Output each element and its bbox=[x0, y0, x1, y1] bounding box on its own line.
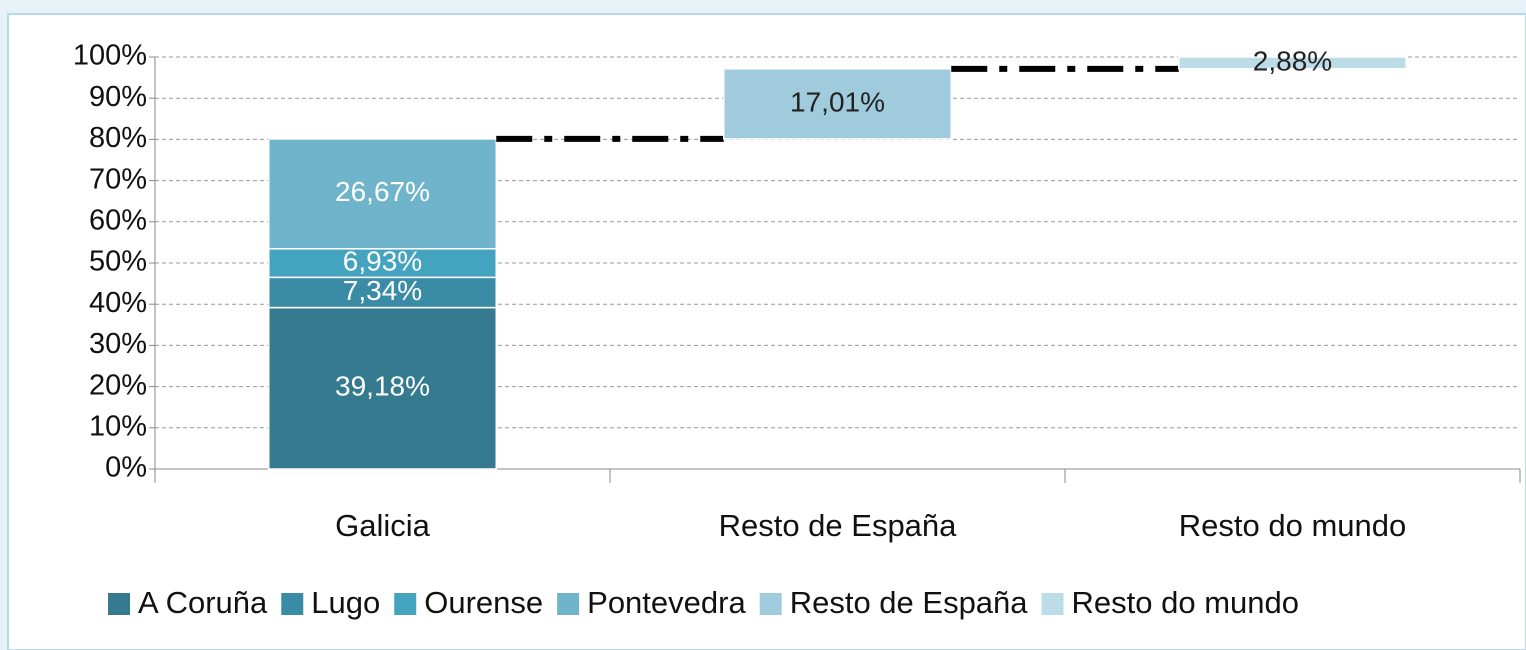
legend-swatch bbox=[394, 593, 417, 615]
data-label: 39,18% bbox=[335, 371, 430, 402]
y-tick-label: 90% bbox=[89, 81, 147, 113]
legend-label: Resto do mundo bbox=[1072, 585, 1299, 620]
y-tick-label: 100% bbox=[73, 40, 147, 72]
legend-label: A Coruña bbox=[138, 585, 268, 620]
bar-segment bbox=[723, 68, 952, 140]
y-tick-label: 20% bbox=[89, 369, 147, 401]
y-tick-label: 60% bbox=[89, 204, 147, 236]
x-tick-label: Galicia bbox=[335, 508, 431, 543]
legend-swatch bbox=[108, 593, 130, 615]
bar-segment bbox=[268, 276, 497, 309]
bar-segment bbox=[268, 248, 497, 279]
legend-swatch bbox=[281, 593, 304, 615]
legend-label: Resto de España bbox=[790, 585, 1029, 620]
y-tick-label: 70% bbox=[89, 163, 147, 195]
data-label: 26,67% bbox=[335, 176, 430, 207]
y-tick-label: 10% bbox=[89, 410, 147, 442]
data-label: 7,34% bbox=[343, 275, 422, 306]
x-tick-label: Resto de España bbox=[719, 508, 958, 543]
y-tick-label: 0% bbox=[105, 452, 147, 484]
y-tick-label: 50% bbox=[89, 246, 147, 278]
data-label: 17,01% bbox=[790, 86, 885, 117]
legend-label: Ourense bbox=[424, 585, 543, 620]
y-tick-label: 80% bbox=[89, 122, 147, 154]
x-tick-label: Resto do mundo bbox=[1179, 508, 1406, 543]
legend-swatch bbox=[557, 593, 580, 615]
y-tick-label: 30% bbox=[89, 328, 147, 360]
bar-segment bbox=[268, 138, 497, 250]
legend-swatch bbox=[759, 593, 782, 615]
bar-segment bbox=[1178, 56, 1407, 70]
data-label: 2,88% bbox=[1253, 45, 1332, 76]
legend-swatch bbox=[1041, 593, 1064, 615]
bar-segment bbox=[268, 306, 497, 470]
legend-label: Pontevedra bbox=[587, 585, 746, 620]
legend-label: Lugo bbox=[311, 585, 380, 620]
data-label: 6,93% bbox=[343, 245, 422, 276]
y-tick-label: 40% bbox=[89, 287, 147, 319]
